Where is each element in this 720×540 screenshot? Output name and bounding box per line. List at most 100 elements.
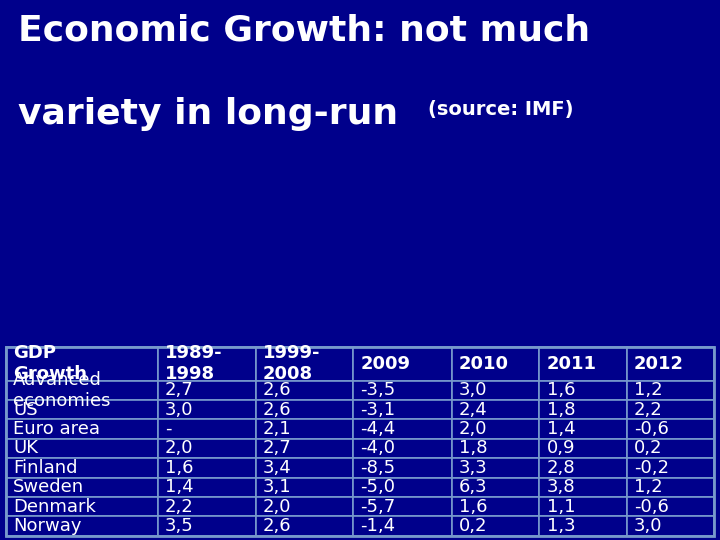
Text: -3,1: -3,1 — [361, 401, 396, 418]
Text: 2,1: 2,1 — [263, 420, 292, 438]
Text: 2,6: 2,6 — [263, 401, 292, 418]
Bar — [158, 497, 256, 516]
Text: 1,2: 1,2 — [634, 478, 662, 496]
Text: 1,3: 1,3 — [546, 517, 575, 535]
Text: 0,2: 0,2 — [634, 440, 662, 457]
Text: 1999-
2008: 1999- 2008 — [263, 344, 320, 383]
Text: -4,0: -4,0 — [361, 440, 395, 457]
Bar — [256, 439, 354, 458]
Text: 3,0: 3,0 — [634, 517, 662, 535]
Bar — [452, 420, 539, 439]
Text: 2,4: 2,4 — [459, 401, 488, 418]
Text: 2,8: 2,8 — [546, 459, 575, 477]
Bar — [354, 497, 452, 516]
Text: 1,1: 1,1 — [546, 497, 575, 516]
Bar — [256, 420, 354, 439]
Text: Denmark: Denmark — [13, 497, 96, 516]
Text: -0,6: -0,6 — [634, 420, 669, 438]
Text: 3,1: 3,1 — [263, 478, 292, 496]
Text: 1,6: 1,6 — [546, 381, 575, 399]
Text: 2,0: 2,0 — [459, 420, 487, 438]
Bar — [452, 516, 539, 536]
Text: 2011: 2011 — [546, 355, 597, 373]
Text: 1,4: 1,4 — [546, 420, 575, 438]
Text: 2012: 2012 — [634, 355, 684, 373]
Text: 3,0: 3,0 — [165, 401, 194, 418]
Text: -4,4: -4,4 — [361, 420, 396, 438]
Text: Norway: Norway — [13, 517, 81, 535]
Text: 2,7: 2,7 — [165, 381, 194, 399]
Text: 0,9: 0,9 — [546, 440, 575, 457]
Text: 1,8: 1,8 — [546, 401, 575, 418]
Bar — [256, 400, 354, 420]
Bar — [539, 497, 627, 516]
Text: -8,5: -8,5 — [361, 459, 396, 477]
Bar — [627, 477, 714, 497]
Bar — [6, 497, 158, 516]
Bar — [158, 439, 256, 458]
Bar — [539, 347, 627, 381]
Bar — [354, 477, 452, 497]
Bar — [256, 497, 354, 516]
Bar — [452, 347, 539, 381]
Bar — [627, 458, 714, 477]
Text: 3,4: 3,4 — [263, 459, 292, 477]
Bar — [354, 458, 452, 477]
Bar — [6, 420, 158, 439]
Text: 2,6: 2,6 — [263, 517, 292, 535]
Bar — [354, 381, 452, 400]
Bar — [256, 347, 354, 381]
Bar — [354, 439, 452, 458]
Bar — [6, 439, 158, 458]
Text: 2009: 2009 — [361, 355, 410, 373]
Bar — [158, 347, 256, 381]
Text: Euro area: Euro area — [13, 420, 100, 438]
Text: variety in long-run: variety in long-run — [18, 97, 398, 131]
Bar — [6, 347, 714, 536]
Text: 3,0: 3,0 — [459, 381, 487, 399]
Text: (source: IMF): (source: IMF) — [428, 100, 574, 119]
Text: US: US — [13, 401, 37, 418]
Text: -0,2: -0,2 — [634, 459, 669, 477]
Bar — [452, 477, 539, 497]
Text: 1989-
1998: 1989- 1998 — [165, 344, 222, 383]
Text: 2,2: 2,2 — [634, 401, 662, 418]
Bar — [354, 347, 452, 381]
Bar — [539, 439, 627, 458]
Text: 2,2: 2,2 — [165, 497, 194, 516]
Text: 0,2: 0,2 — [459, 517, 487, 535]
Text: 2,0: 2,0 — [263, 497, 291, 516]
Bar — [539, 516, 627, 536]
Bar — [6, 347, 158, 381]
Text: 6,3: 6,3 — [459, 478, 487, 496]
Bar — [627, 347, 714, 381]
Text: 1,6: 1,6 — [165, 459, 194, 477]
Bar — [539, 381, 627, 400]
Bar — [6, 381, 158, 400]
Bar — [256, 458, 354, 477]
Text: -1,4: -1,4 — [361, 517, 396, 535]
Bar — [256, 477, 354, 497]
Bar — [158, 458, 256, 477]
Text: -: - — [165, 420, 171, 438]
Bar — [158, 420, 256, 439]
Bar — [6, 400, 158, 420]
Bar — [158, 381, 256, 400]
Bar — [354, 400, 452, 420]
Bar — [452, 497, 539, 516]
Text: -5,7: -5,7 — [361, 497, 396, 516]
Bar — [539, 400, 627, 420]
Bar — [452, 381, 539, 400]
Text: Economic Growth: not much: Economic Growth: not much — [18, 14, 590, 48]
Text: 1,2: 1,2 — [634, 381, 662, 399]
Text: 2010: 2010 — [459, 355, 509, 373]
Text: -5,0: -5,0 — [361, 478, 395, 496]
Text: 2,0: 2,0 — [165, 440, 194, 457]
Text: Advanced
economies: Advanced economies — [13, 371, 110, 410]
Text: 1,4: 1,4 — [165, 478, 194, 496]
Text: -0,6: -0,6 — [634, 497, 669, 516]
Bar — [158, 516, 256, 536]
Bar — [627, 420, 714, 439]
Bar — [158, 400, 256, 420]
Bar — [256, 516, 354, 536]
